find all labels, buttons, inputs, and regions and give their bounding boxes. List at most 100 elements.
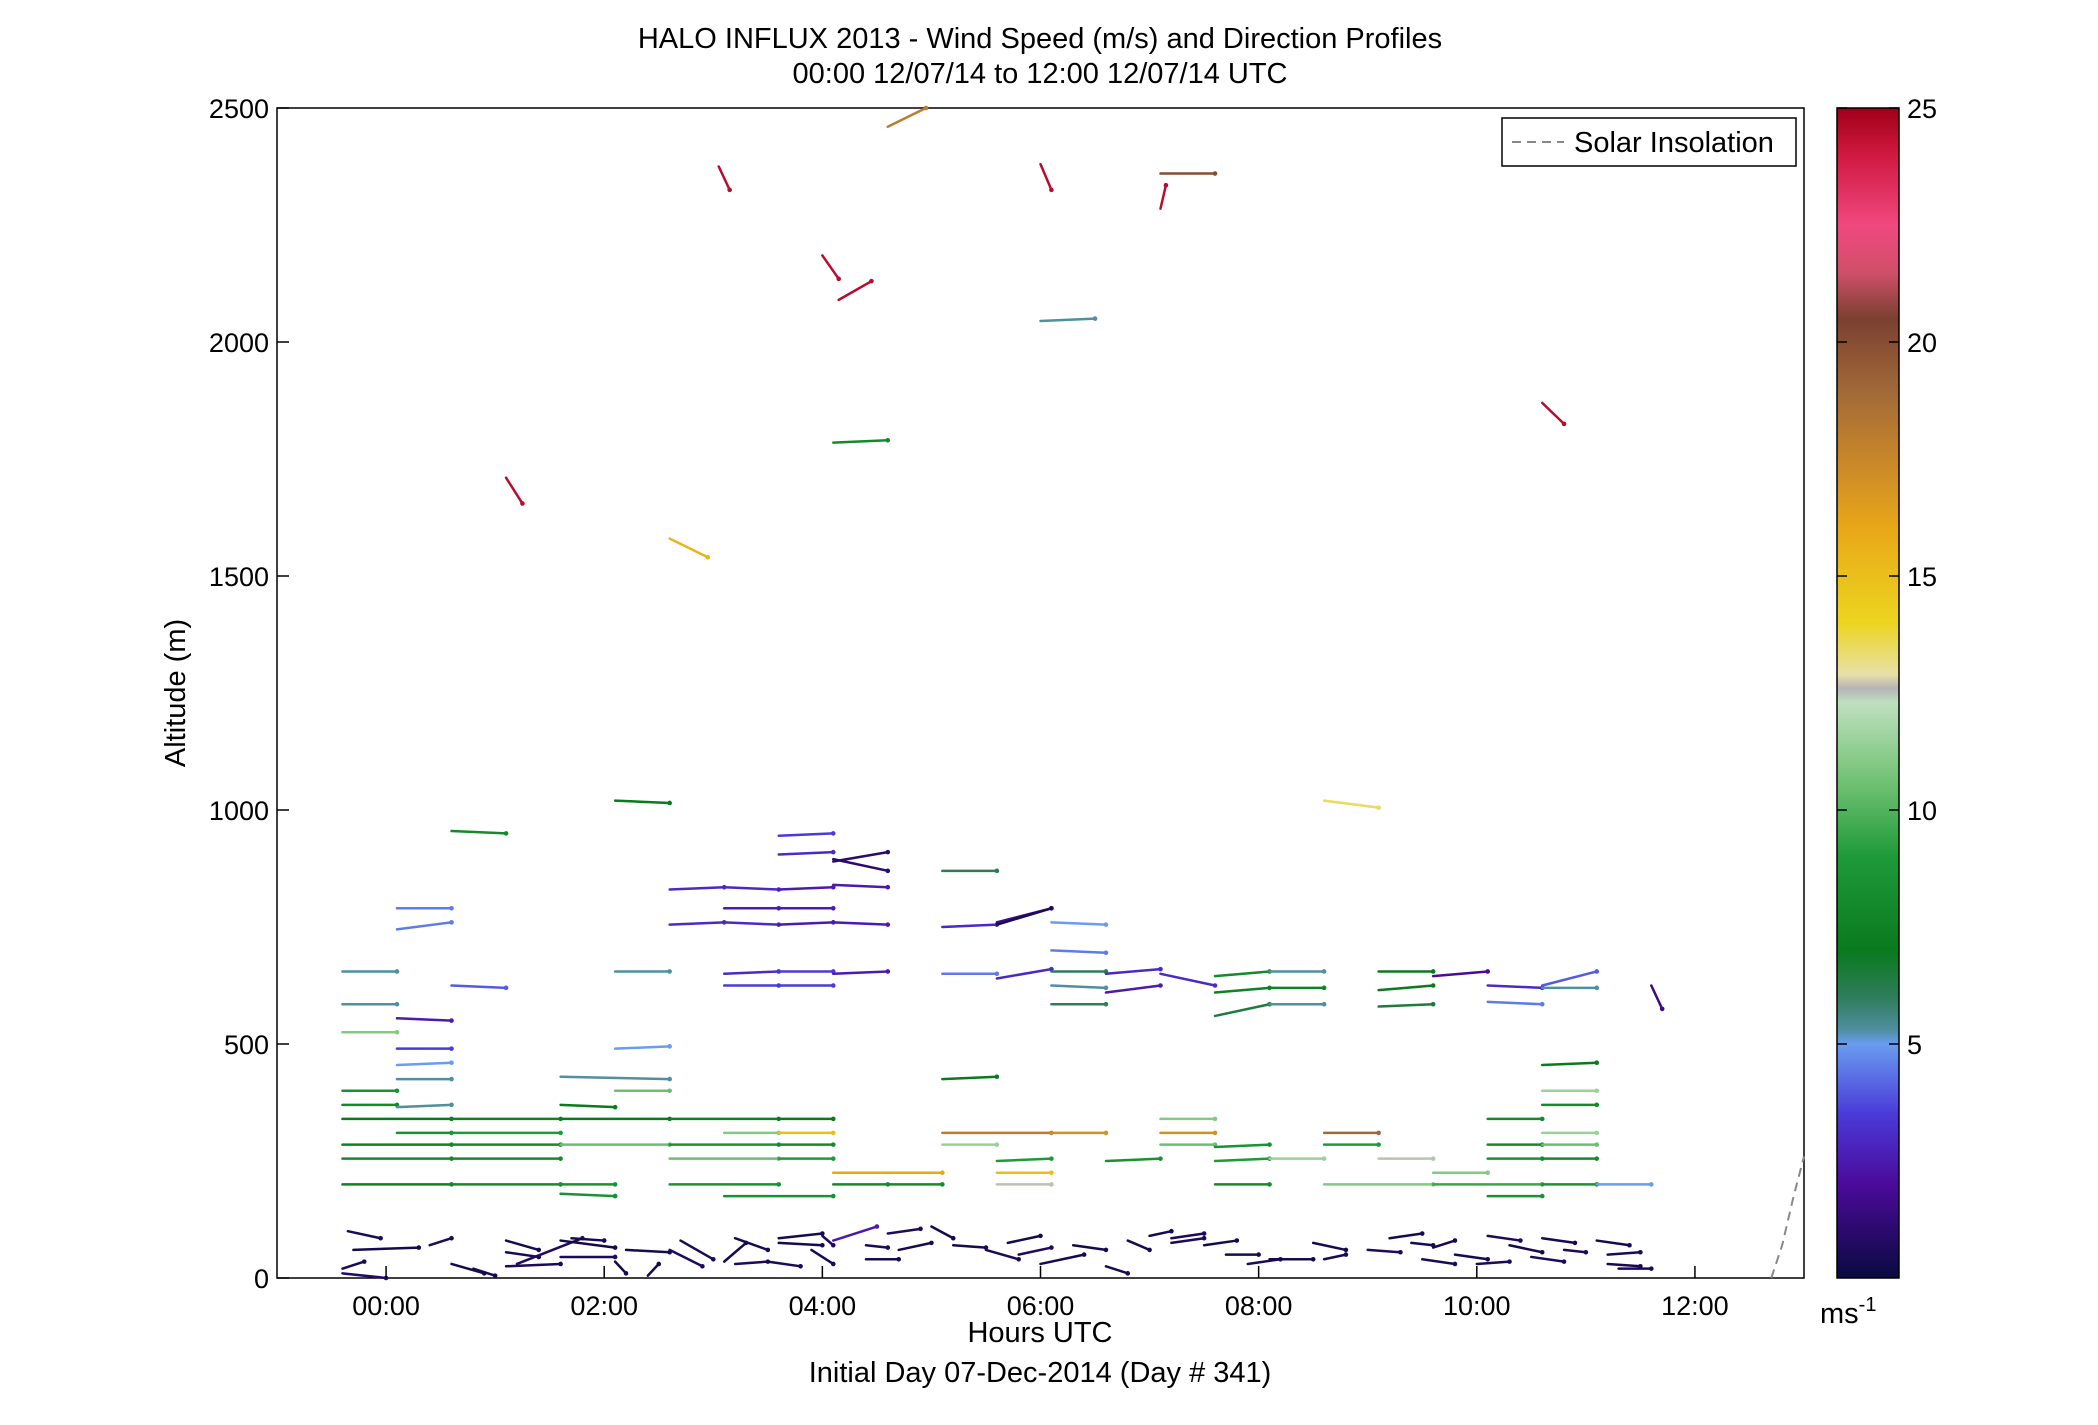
wind-segment xyxy=(832,921,890,926)
wind-segment-tip xyxy=(612,1104,618,1110)
wind-segment-tip xyxy=(449,1018,454,1023)
wind-segment-tip xyxy=(1158,1156,1163,1161)
wind-segment xyxy=(428,1236,453,1247)
wind-segment xyxy=(346,1229,382,1240)
wind-segment xyxy=(1377,1002,1435,1008)
wind-segment xyxy=(1322,1253,1348,1261)
wind-segment xyxy=(613,1045,671,1050)
plot-area xyxy=(341,105,1805,1281)
wind-segment-tip xyxy=(1103,1001,1109,1007)
wind-segment-tip xyxy=(1594,1102,1600,1108)
wind-segment xyxy=(837,279,873,302)
wind-segment-tip xyxy=(1267,1142,1272,1147)
wind-segment xyxy=(777,921,835,926)
wind-segment-tip xyxy=(1594,1088,1600,1094)
wind-segment xyxy=(646,1262,660,1277)
wind-segment-tip xyxy=(940,1170,945,1175)
wind-segment xyxy=(1104,1265,1130,1275)
x-tick-label: 04:00 xyxy=(789,1291,857,1321)
wind-segment xyxy=(504,1262,562,1268)
wind-segment-tip xyxy=(1049,1170,1054,1175)
x-tick-label: 06:00 xyxy=(1007,1291,1075,1321)
wind-segment-tip xyxy=(449,1060,454,1066)
wind-segment-tip xyxy=(1594,1130,1600,1136)
wind-segment xyxy=(1006,1234,1042,1245)
wind-segment xyxy=(1486,1234,1522,1242)
wind-segment-tip xyxy=(830,1130,836,1136)
wind-segment xyxy=(886,106,928,128)
wind-segment xyxy=(1486,984,1544,990)
wind-segment-tip xyxy=(1321,969,1327,974)
wind-segment-tip xyxy=(667,1044,672,1049)
wind-segment-tip xyxy=(830,1116,836,1122)
wind-segment-tip xyxy=(1125,1271,1131,1276)
wind-segment xyxy=(1159,183,1168,210)
wind-segment-tip xyxy=(394,1001,400,1007)
wind-segment-tip xyxy=(1321,1001,1327,1007)
wind-segment-tip xyxy=(874,1224,880,1229)
wind-segment-tip xyxy=(667,969,672,974)
wind-segment xyxy=(1595,1239,1631,1247)
wind-segment-tip xyxy=(1539,1116,1545,1122)
wind-segment xyxy=(559,1192,617,1198)
wind-segment-tip xyxy=(1038,1233,1043,1239)
wind-segment xyxy=(733,1260,770,1266)
wind-segment-tip xyxy=(820,1231,825,1236)
wind-segment xyxy=(995,967,1053,980)
wind-segment xyxy=(1650,984,1664,1011)
wind-segment xyxy=(1050,949,1108,954)
wind-segment-tip xyxy=(1267,1182,1272,1187)
wind-segment-tip xyxy=(394,1030,400,1035)
wind-segment xyxy=(559,1103,617,1109)
wind-segment-tip xyxy=(918,1226,923,1232)
wind-segment-tip xyxy=(1594,1142,1600,1147)
wind-segment xyxy=(668,885,726,891)
wind-segment-tip xyxy=(700,1264,705,1269)
wind-segment xyxy=(832,857,890,873)
wind-segment xyxy=(668,1248,704,1268)
wind-segment-tip xyxy=(727,187,732,193)
x-tick-label: 02:00 xyxy=(570,1291,638,1321)
wind-segment-tip xyxy=(950,1235,956,1241)
wind-segment-tip xyxy=(449,1046,454,1051)
wind-segment-tip xyxy=(1430,983,1436,988)
wind-segment-tip xyxy=(1049,187,1054,193)
wind-segment-tip xyxy=(612,1193,618,1199)
wind-segment xyxy=(1050,984,1108,990)
wind-segment-tip xyxy=(830,1156,836,1161)
colorbar-scale xyxy=(1836,107,1900,1279)
wind-segment-tip xyxy=(1343,1252,1349,1257)
wind-segment-tip xyxy=(1092,316,1098,321)
wind-segment xyxy=(832,883,890,889)
wind-segment-tip xyxy=(1594,969,1600,974)
wind-segment-tip xyxy=(994,1142,1000,1147)
wind-segment-tip xyxy=(1147,1247,1152,1253)
wind-segment xyxy=(1606,1251,1642,1256)
wind-segment-tip xyxy=(923,105,929,111)
wind-segment xyxy=(1148,1229,1173,1238)
wind-segment xyxy=(733,1236,770,1252)
colorbar: 5 10 15 20 25 ms-1 xyxy=(1820,94,1937,1330)
wind-segment xyxy=(341,1260,366,1270)
y-axis: 0 500 1000 1500 2000 2500 xyxy=(209,94,289,1294)
wind-segment-tip xyxy=(896,1256,902,1262)
wind-segment-tip xyxy=(1376,805,1381,810)
wind-segment xyxy=(504,1251,541,1259)
wind-segment-tip xyxy=(885,969,891,974)
wind-segment xyxy=(1562,1248,1588,1254)
wind-segment-tip xyxy=(1485,969,1490,974)
wind-segment-tip xyxy=(710,1256,716,1262)
wind-segment-tip xyxy=(558,1261,563,1267)
wind-segment-tip xyxy=(1049,1245,1054,1250)
wind-segment xyxy=(1606,1262,1642,1268)
wind-segment xyxy=(1410,1241,1435,1247)
wind-segment-tip xyxy=(1376,1130,1381,1136)
wind-segment-tip xyxy=(830,983,836,988)
wind-segment-tip xyxy=(1594,1156,1600,1161)
wind-segment xyxy=(559,1239,617,1249)
wind-segment-tip xyxy=(361,1259,367,1264)
wind-segment-tip xyxy=(1594,985,1600,991)
wind-segment-tip xyxy=(1201,1235,1207,1241)
wind-segment-tip xyxy=(1103,1130,1109,1136)
wind-segment-tip xyxy=(1081,1252,1087,1257)
